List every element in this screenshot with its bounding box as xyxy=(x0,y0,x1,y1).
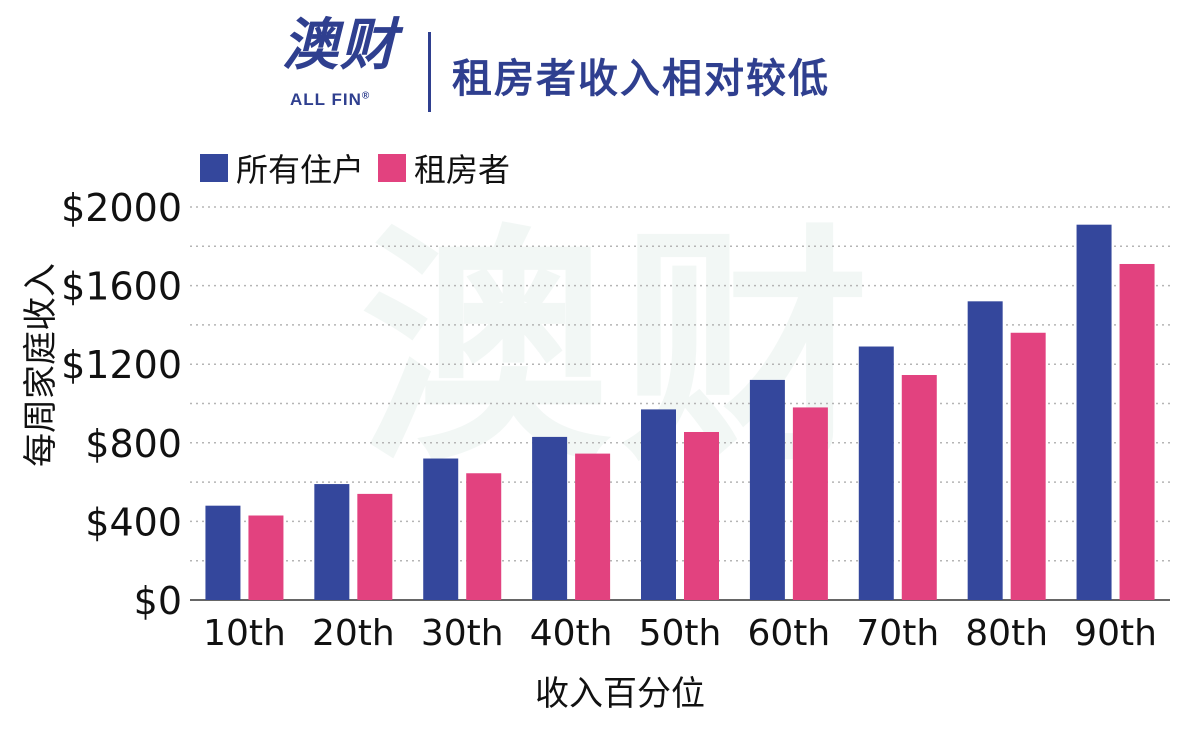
legend-swatch-all-households xyxy=(200,154,228,182)
bar-all-households xyxy=(1076,224,1112,600)
page-title: 租房者收入相对较低 xyxy=(452,56,830,102)
bar-all-households xyxy=(532,436,568,600)
x-tick-label: 50th xyxy=(639,613,722,654)
bar-renters xyxy=(575,453,611,600)
bar-renters xyxy=(248,515,284,600)
bar-renters xyxy=(792,407,828,600)
x-tick-label: 80th xyxy=(965,613,1048,654)
y-tick-label: $1200 xyxy=(61,343,182,387)
bar-all-households xyxy=(749,379,785,600)
y-tick-label: $800 xyxy=(85,422,182,466)
bar-renters xyxy=(684,431,719,600)
bar-all-households xyxy=(423,458,459,600)
legend-swatch-renters xyxy=(378,154,407,182)
bar-renters xyxy=(901,375,937,600)
y-tick-label: $1600 xyxy=(61,265,182,309)
bar-all-households xyxy=(205,505,241,600)
bar-renters xyxy=(1119,263,1155,600)
x-tick-label: 40th xyxy=(530,613,613,654)
header: 澳财 ALL FIN® 租房者收入相对较低 xyxy=(0,0,1200,130)
bar-renters xyxy=(1010,332,1046,600)
x-tick-label: 20th xyxy=(312,613,395,654)
legend-label-all-households: 所有住户 xyxy=(236,151,365,189)
brand-logo-en-text: ALL FIN xyxy=(290,90,362,109)
x-tick-label: 10th xyxy=(203,613,286,654)
y-tick-label: $2000 xyxy=(61,186,182,230)
x-tick-label: 30th xyxy=(421,613,504,654)
legend-item-all-households: 所有住户 xyxy=(200,145,364,191)
bar-all-households xyxy=(967,301,1003,600)
bar-renters xyxy=(357,493,393,600)
bar-all-households xyxy=(641,409,676,600)
y-tick-label: $400 xyxy=(85,500,182,544)
x-axis-label: 收入百分位 xyxy=(535,674,705,714)
legend-item-renters: 租房者 xyxy=(378,145,510,191)
bar-all-households xyxy=(314,484,350,600)
y-tick-label: $0 xyxy=(134,579,182,623)
y-axis-label: 每周家庭收入 xyxy=(21,263,61,467)
chart-legend: 所有住户 租房者 xyxy=(200,145,524,191)
bar-all-households xyxy=(858,346,894,600)
bar-renters xyxy=(466,473,502,600)
brand-logo-cn: 澳财 xyxy=(282,13,398,78)
registered-mark: ® xyxy=(361,90,371,102)
header-divider xyxy=(428,32,431,112)
brand-logo-en: ALL FIN® xyxy=(290,90,370,110)
legend-label-renters: 租房者 xyxy=(414,151,511,189)
x-tick-label: 90th xyxy=(1074,613,1157,654)
x-tick-label: 70th xyxy=(856,613,939,654)
x-tick-label: 60th xyxy=(748,613,831,654)
